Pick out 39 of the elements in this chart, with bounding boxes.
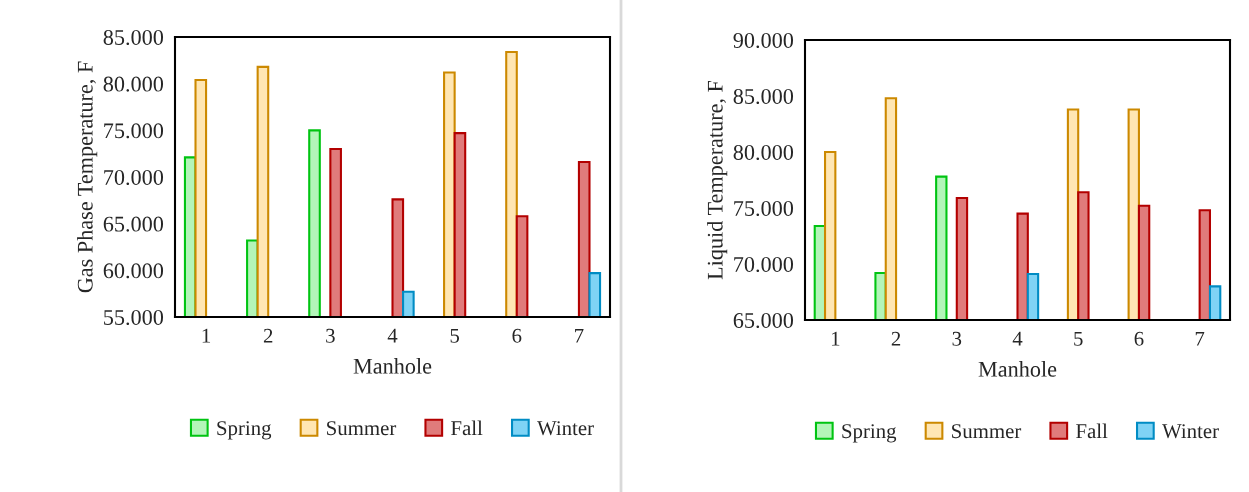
y-tick-label: 75.000 — [104, 123, 164, 139]
x-tick-label: 2 — [891, 331, 901, 346]
x-tick-label: 1 — [202, 328, 211, 343]
x-tick-label: 3 — [326, 328, 335, 343]
y-tick-label: 80.000 — [103, 76, 164, 92]
y-tick-label: 90.000 — [733, 32, 794, 49]
x-tick-label: 7 — [1195, 331, 1205, 346]
x-tick-label: 4 — [387, 328, 398, 343]
x-tick-label: 2 — [263, 328, 273, 343]
y-tick-label: 65.000 — [103, 216, 164, 232]
y-axis-title: Gas Phase Temperature, F — [77, 61, 98, 293]
y-tick-label: 70.000 — [734, 256, 794, 273]
y-tick-label: 65.000 — [733, 312, 794, 329]
y-tick-label: 80.000 — [733, 144, 794, 161]
legend-label: Summer — [327, 421, 397, 436]
x-tick-label: 7 — [575, 328, 584, 343]
y-tick-label: 85.000 — [733, 88, 794, 105]
x-axis-title: Manhole — [978, 361, 1057, 377]
legend-label: Spring — [217, 421, 272, 440]
legend-label: Fall — [451, 420, 483, 436]
x-tick-label: 6 — [1134, 331, 1144, 346]
y-tick-label: 60.000 — [103, 263, 164, 279]
x-tick-label: 3 — [952, 331, 962, 346]
x-tick-label: 6 — [512, 328, 522, 343]
y-tick-label: 85.000 — [103, 29, 164, 46]
y-tick-label: 70.000 — [104, 169, 164, 186]
legend-label: Fall — [1076, 423, 1108, 439]
x-tick-label: 5 — [1074, 331, 1083, 346]
legend-label: Winter — [537, 421, 594, 436]
legend-label: Summer — [952, 424, 1022, 439]
y-tick-label: 75.000 — [734, 200, 794, 217]
legend-label: Spring — [842, 424, 897, 443]
x-tick-label: 5 — [450, 328, 460, 343]
y-axis-title: Liquid Temperature, F — [707, 80, 728, 280]
x-axis-title: Manhole — [353, 358, 432, 374]
legend-label: Winter — [1162, 424, 1219, 439]
x-tick-label: 4 — [1012, 331, 1023, 346]
y-tick-label: 55.000 — [104, 309, 164, 326]
x-tick-label: 1 — [831, 331, 840, 346]
